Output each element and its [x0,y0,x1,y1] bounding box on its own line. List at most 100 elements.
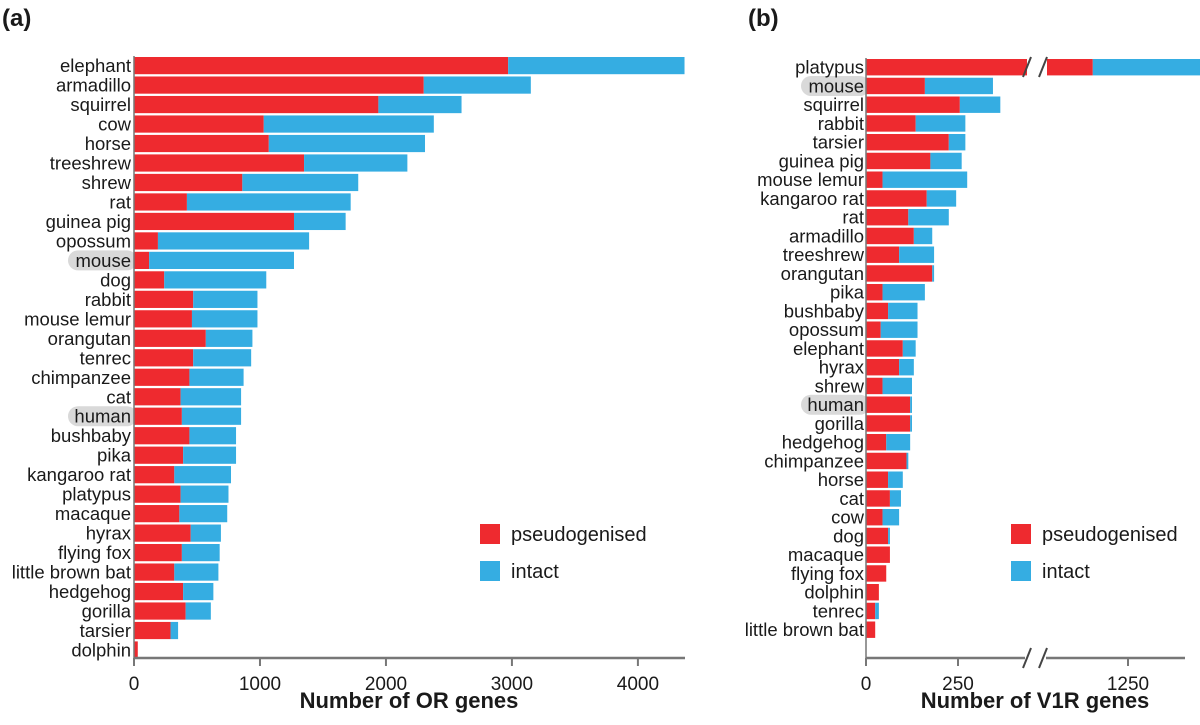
tick-label-b-250: 250 [942,674,974,695]
category-label-a-flying-fox: flying fox [58,542,132,563]
bar-a-human-intact [181,407,242,425]
category-label-a-opossum: opossum [56,230,131,251]
category-label-b-tarsier: tarsier [813,132,864,153]
category-label-b-platypus: platypus [795,57,864,78]
category-label-a-dog: dog [100,269,131,290]
bar-b-elephant-pseudogenised [866,340,903,357]
bar-b-tarsier-intact [948,134,966,151]
bar-b-pika-pseudogenised [866,284,883,301]
category-label-b-cat: cat [839,488,864,509]
bar-b-tenrec-pseudogenised [866,602,876,620]
bar-b-little-brown-bat-pseudogenised [866,621,876,638]
bar-b-treeshrew-intact [899,246,935,263]
category-label-a-little-brown-bat: little brown bat [12,562,131,583]
panel-b-axis-break-bottom [1022,647,1048,669]
bar-a-pika-pseudogenised [134,446,184,464]
bar-b-horse-intact [888,471,903,488]
bar-a-tenrec-intact [193,349,252,367]
bar-b-rabbit-intact [915,115,966,132]
bar-a-little-brown-bat-intact [174,563,219,581]
bar-a-opossum-pseudogenised [134,232,158,250]
bar-b-dolphin-pseudogenised [866,584,879,601]
category-label-b-treeshrew: treeshrew [783,244,865,265]
tick-label-a-4000: 4000 [617,674,659,695]
bar-b-dog-pseudogenised [866,527,889,545]
bar-b-bushbaby-intact [888,302,918,320]
bar-a-rabbit-pseudogenised [134,290,194,308]
category-label-a-cow: cow [98,114,132,135]
category-label-b-shrew: shrew [815,375,865,396]
category-label-b-opossum: opossum [789,319,864,340]
highlight-mouse [68,250,137,271]
category-label-b-pika: pika [830,282,865,303]
bar-a-cow-pseudogenised [134,115,264,133]
bar-b-guinea-pig-intact [930,152,962,170]
bar-b-hyrax-intact [899,359,914,376]
category-label-b-kangaroo-rat: kangaroo rat [760,188,864,209]
bar-b-cow-pseudogenised [866,509,883,526]
bar-a-shrew-intact [242,173,359,192]
bar-a-opossum-intact [157,232,310,250]
bar-b-hedgehog-intact [886,434,911,451]
panel-b-x-axis-title: Number of V1R genes [921,688,1150,713]
legend-a-pseudogenised-swatch [480,524,500,544]
category-label-a-chimpanzee: chimpanzee [31,367,131,388]
legend-b-intact-swatch [1011,561,1031,581]
category-label-a-tenrec: tenrec [80,347,131,368]
category-label-a-kangaroo-rat: kangaroo rat [27,464,131,485]
bar-b-treeshrew-pseudogenised [866,246,900,263]
panel-a-x-axis-title: Number of OR genes [300,688,519,713]
legend-a-intact-swatch [480,561,500,581]
bar-b-squirrel-pseudogenised [866,96,960,113]
bar-b-guinea-pig-pseudogenised [866,152,931,170]
bar-b-rat-pseudogenised [866,209,909,226]
bar-a-pika-intact [183,446,237,464]
bar-a-cow-intact [263,115,434,133]
category-label-b-flying-fox: flying fox [791,563,865,584]
legend-b-pseudogenised-label: pseudogenised [1042,524,1178,546]
bar-b-gorilla-intact [910,415,912,432]
bar-b-orangutan-intact [932,265,935,282]
category-label-a-bushbaby: bushbaby [51,425,132,446]
legend-b-intact-label: intact [1042,561,1090,583]
category-label-b-horse: horse [818,469,864,490]
category-label-b-mouse: mouse [808,75,864,96]
category-label-a-treeshrew: treeshrew [50,153,132,174]
bar-b-horse-pseudogenised [866,471,889,488]
bar-a-platypus-pseudogenised [134,485,181,503]
category-label-a-cat: cat [106,386,131,407]
legend-a-intact-label: intact [511,561,559,583]
bar-a-dog-intact [164,271,267,289]
bar-a-orangutan-pseudogenised [134,329,206,347]
bar-a-rat-pseudogenised [134,193,187,211]
bar-b-shrew-intact [882,377,912,395]
bar-a-rabbit-intact [193,290,258,308]
bar-b-chimpanzee-pseudogenised [866,452,907,470]
bar-b-mouse-intact [924,77,993,95]
bar-b-hedgehog-pseudogenised [866,434,887,451]
bar-b-shrew-pseudogenised [866,377,883,395]
category-label-b-dog: dog [833,525,864,546]
bar-b-elephant-intact [902,340,916,357]
category-label-a-mouse-lemur: mouse lemur [24,308,131,329]
category-label-a-squirrel: squirrel [70,94,131,115]
bar-b-cow-intact [882,509,900,526]
category-label-b-elephant: elephant [793,338,864,359]
bar-b-bushbaby-pseudogenised [866,302,889,320]
bar-a-mouse-intact [149,251,294,269]
category-label-a-horse: horse [85,133,131,154]
category-label-b-human: human [807,394,864,415]
bar-b-squirrel-intact [959,96,1001,113]
category-label-b-hyrax: hyrax [819,357,865,378]
bar-b-cat-intact [889,490,901,507]
bar-a-squirrel-intact [378,95,462,114]
bar-b-kangaroo-rat-intact [926,190,957,207]
bar-b-platypus-intact [1092,59,1200,76]
category-label-b-guinea-pig: guinea pig [779,150,864,171]
bar-a-elephant-intact [508,57,685,75]
bar-a-dog-pseudogenised [134,271,165,289]
category-label-b-squirrel: squirrel [803,94,864,115]
bar-b-chimpanzee-intact [906,452,909,470]
category-label-b-gorilla: gorilla [815,413,865,434]
